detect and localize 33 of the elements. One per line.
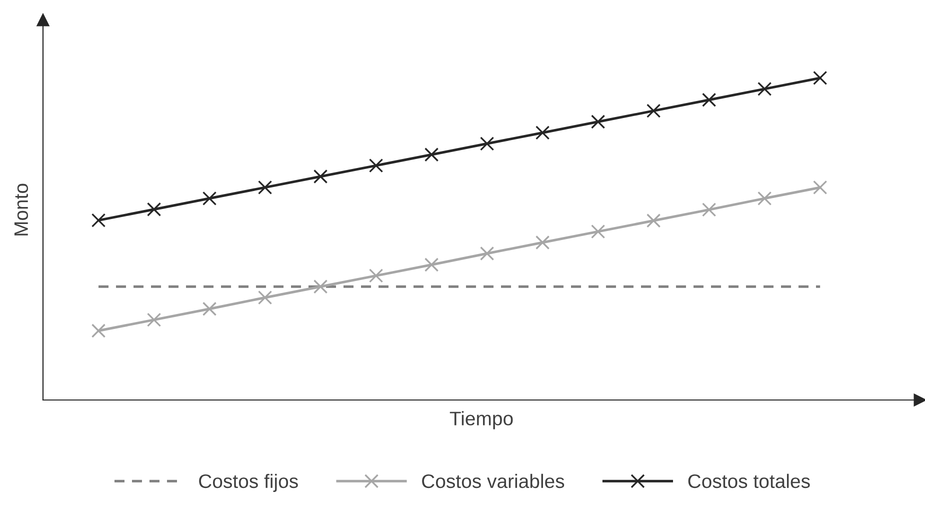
point: [535, 235, 550, 250]
point: [590, 114, 606, 129]
point: [757, 191, 772, 206]
point: [813, 70, 828, 86]
legend-label: Costos totales: [688, 474, 810, 488]
point: [702, 202, 716, 217]
point: [480, 246, 494, 261]
point: [146, 202, 162, 216]
point: [646, 214, 661, 228]
point: [480, 136, 494, 151]
x-axis-title: Tiempo: [450, 411, 513, 430]
point: [146, 312, 162, 327]
y-axis-title: Monto: [14, 184, 28, 236]
point: [757, 82, 772, 96]
legend-label: Costos fijos: [199, 474, 298, 492]
point: [202, 191, 217, 206]
point: [424, 148, 439, 162]
point: [702, 92, 716, 107]
point: [258, 180, 272, 195]
point: [91, 324, 106, 338]
point: [535, 126, 550, 140]
point: [646, 104, 661, 118]
point: [313, 280, 328, 294]
point: [91, 213, 106, 228]
point: [368, 268, 384, 283]
point: [424, 258, 439, 272]
point: [813, 180, 828, 195]
point: [313, 169, 328, 184]
point: [590, 224, 606, 239]
point: [368, 158, 384, 173]
legend-label: Costos variables: [422, 474, 564, 488]
point: [258, 290, 272, 305]
point: [202, 302, 217, 316]
